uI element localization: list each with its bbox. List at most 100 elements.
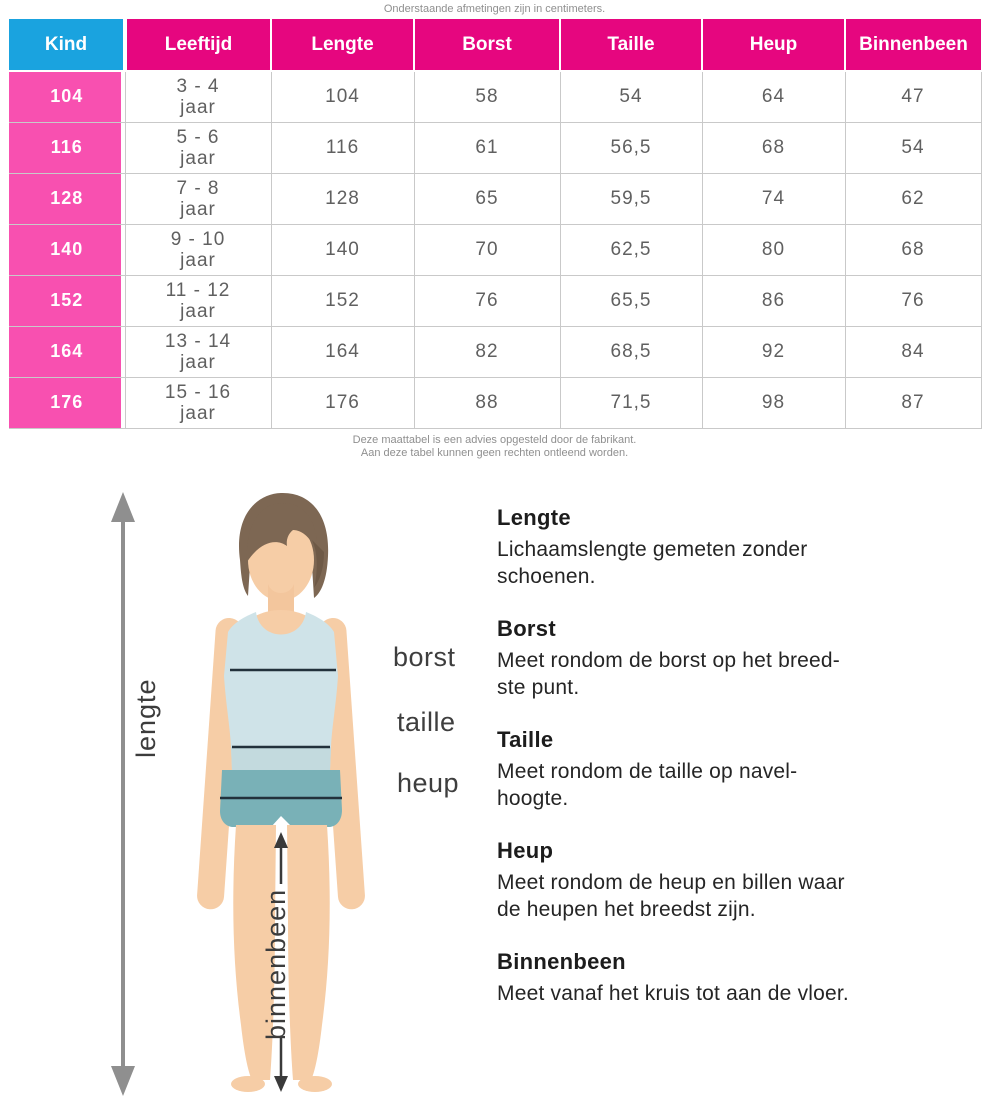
age-unit: jaar [180, 402, 216, 424]
borst-cell: 82 [413, 325, 561, 378]
child-figure [197, 492, 365, 1092]
borst-cell: 58 [413, 70, 561, 123]
header-leeftijd: Leeftijd [125, 19, 272, 72]
table-header-row: Kind Leeftijd Lengte Borst Taille Heup B… [9, 19, 981, 72]
heup-cell: 98 [701, 376, 846, 429]
measurement-diagram: lengte binnenbeen borst taille heup Leng… [0, 480, 989, 1100]
definition-text: Lichaamslengte gemeten zonder [497, 538, 808, 561]
taille-cell: 68,5 [559, 325, 703, 378]
age-cell: 9 - 10 jaar [124, 223, 272, 276]
table-row: 164 13 - 14 jaar 164 82 68,5 92 84 [9, 325, 982, 378]
header-taille: Taille [560, 19, 703, 72]
age-cell: 5 - 6 jaar [124, 121, 272, 174]
age-range: 5 - 6 [176, 126, 220, 148]
binnenbeen-cell: 54 [844, 121, 982, 174]
header-kind: Kind [9, 19, 127, 72]
binnenbeen-cell: 76 [844, 274, 982, 327]
table-row: 104 3 - 4 jaar 104 58 54 64 47 [9, 70, 982, 123]
binnenbeen-cell: 62 [844, 172, 982, 225]
taille-cell: 54 [559, 70, 703, 123]
definition-text: ste punt. [497, 676, 580, 699]
binnenbeen-arrow-icon [274, 832, 288, 1092]
disclaimer: Deze maattabel is een advies opgesteld d… [0, 434, 989, 460]
definition-term: Taille [497, 727, 554, 752]
age-range: 13 - 14 [164, 330, 232, 352]
child-figure-illustration [111, 492, 365, 1096]
size-cell: 152 [9, 274, 126, 327]
size-table: Kind Leeftijd Lengte Borst Taille Heup B… [9, 19, 982, 429]
definition-taille: Taille Meet rondom de taille op navel- h… [497, 727, 967, 812]
definition-lengte: Lengte Lichaamslengte gemeten zonder sch… [497, 505, 967, 590]
disclaimer-line-1: Deze maattabel is een advies opgesteld d… [352, 433, 637, 446]
disclaimer-line-2: Aan deze tabel kunnen geen rechten ontle… [360, 446, 629, 459]
age-cell: 11 - 12 jaar [124, 274, 272, 327]
lengte-axis-label: lengte [131, 678, 161, 758]
borst-cell: 70 [413, 223, 561, 276]
units-caption: Onderstaande afmetingen zijn in centimet… [383, 3, 606, 15]
age-range: 7 - 8 [176, 177, 220, 199]
table-row: 140 9 - 10 jaar 140 70 62,5 80 68 [9, 223, 982, 276]
definition-heup: Heup Meet rondom de heup en billen waar … [497, 838, 967, 923]
size-cell: 140 [9, 223, 126, 276]
size-cell: 128 [9, 172, 126, 225]
lengte-cell: 140 [270, 223, 415, 276]
binnenbeen-cell: 84 [844, 325, 982, 378]
heup-cell: 80 [701, 223, 846, 276]
lengte-arrow-icon [111, 492, 135, 1096]
age-range: 3 - 4 [176, 75, 220, 97]
right-foot [298, 1076, 332, 1092]
heup-cell: 74 [701, 172, 846, 225]
age-unit: jaar [180, 198, 216, 220]
definition-text: Meet rondom de taille op navel- [497, 760, 798, 783]
borst-line-label: borst [393, 642, 456, 672]
taille-cell: 59,5 [559, 172, 703, 225]
size-cell: 176 [9, 376, 126, 429]
age-range: 15 - 16 [164, 381, 232, 403]
table-row: 128 7 - 8 jaar 128 65 59,5 74 62 [9, 172, 982, 225]
size-cell: 104 [9, 70, 126, 123]
binnenbeen-cell: 87 [844, 376, 982, 429]
lengte-cell: 116 [270, 121, 415, 174]
age-cell: 13 - 14 jaar [124, 325, 272, 378]
definition-text: Meet rondom de heup en billen waar [497, 871, 845, 894]
lengte-cell: 176 [270, 376, 415, 429]
heup-line-label: heup [397, 768, 460, 798]
lengte-cell: 152 [270, 274, 415, 327]
age-cell: 7 - 8 jaar [124, 172, 272, 225]
definition-term: Lengte [497, 505, 571, 530]
right-leg [287, 825, 330, 1080]
age-range: 11 - 12 [165, 279, 231, 301]
definition-binnenbeen: Binnenbeen Meet vanaf het kruis tot aan … [497, 949, 967, 1007]
definition-text: schoenen. [497, 565, 596, 588]
taille-cell: 71,5 [559, 376, 703, 429]
lengte-cell: 104 [270, 70, 415, 123]
lengte-cell: 128 [270, 172, 415, 225]
definition-text: Meet vanaf het kruis tot aan de vloer. [497, 982, 849, 1005]
definition-text: Meet rondom de borst op het breed- [497, 649, 840, 672]
taille-cell: 65,5 [559, 274, 703, 327]
definition-term: Binnenbeen [497, 949, 626, 974]
age-unit: jaar [180, 96, 216, 118]
definition-borst: Borst Meet rondom de borst op het breed-… [497, 616, 967, 701]
tank-top [224, 612, 338, 770]
taille-cell: 56,5 [559, 121, 703, 174]
binnenbeen-axis-label: binnenbeen [261, 888, 291, 1040]
header-binnenbeen: Binnenbeen [845, 19, 981, 72]
heup-cell: 86 [701, 274, 846, 327]
table-row: 116 5 - 6 jaar 116 61 56,5 68 54 [9, 121, 982, 174]
table-row: 152 11 - 12 jaar 152 76 65,5 86 76 [9, 274, 982, 327]
header-lengte: Lengte [271, 19, 415, 72]
header-borst: Borst [414, 19, 561, 72]
definition-text: hoogte. [497, 787, 569, 810]
age-unit: jaar [180, 249, 216, 271]
borst-cell: 76 [413, 274, 561, 327]
left-foot [231, 1076, 265, 1092]
borst-cell: 88 [413, 376, 561, 429]
left-leg [233, 825, 276, 1080]
heup-cell: 92 [701, 325, 846, 378]
age-unit: jaar [180, 300, 216, 322]
taille-cell: 62,5 [559, 223, 703, 276]
age-unit: jaar [180, 351, 216, 373]
borst-cell: 61 [413, 121, 561, 174]
